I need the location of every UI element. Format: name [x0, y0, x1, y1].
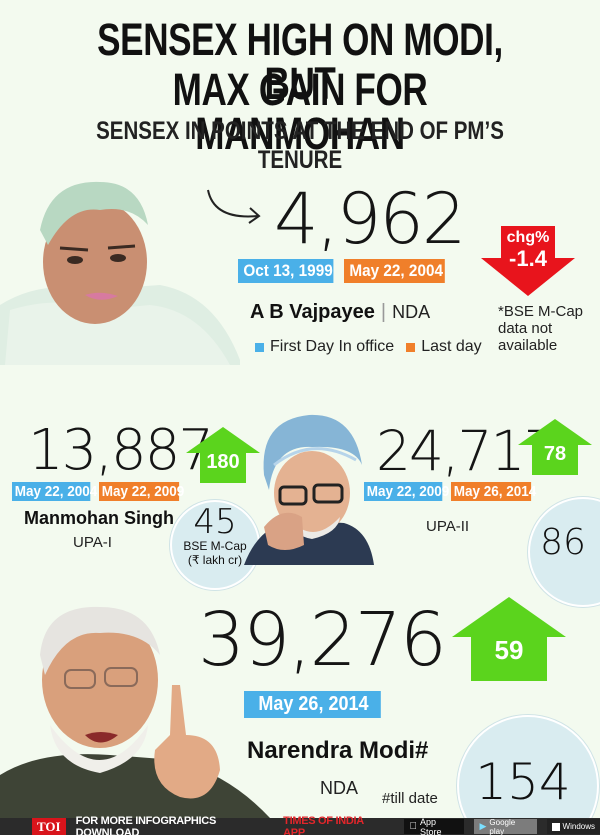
mcap-label: BSE M-Cap: [183, 539, 247, 553]
sensex-value-upa1: 13,887: [28, 418, 214, 483]
party-label: NDA: [392, 302, 431, 322]
pm-name: A B Vajpayee: [250, 301, 375, 323]
last-day-date: May 22, 2004: [344, 259, 445, 283]
mcap-note-line-2: data not: [498, 320, 553, 337]
legend-swatch-first-day: [255, 342, 264, 352]
sensex-value-upa2: 24,717: [376, 419, 558, 483]
windows-phone-badge[interactable]: Windows: [546, 819, 600, 834]
modi-photo: [0, 585, 275, 818]
manmohan-photo: [244, 405, 374, 565]
footer-app-link[interactable]: TIMES OF INDIA APP: [283, 814, 364, 835]
sensex-value-vajpayee: 4,962: [274, 178, 466, 260]
vajpayee-photo: [0, 170, 245, 365]
pm-label-vajpayee: A B Vajpayee | NDA: [250, 301, 430, 324]
tenure-dates-vajpayee: Oct 13, 1999 May 22, 2004: [238, 259, 456, 283]
party-label-upa2: UPA-II: [426, 518, 470, 535]
windows-icon: [551, 822, 560, 831]
legend-swatch-last-day: [406, 342, 416, 352]
chg-value: 59: [494, 635, 524, 665]
first-day-date: Oct 13, 1999: [238, 259, 334, 283]
first-day-date: May 26, 2014: [244, 691, 381, 718]
app-store-badge[interactable]:  App Store: [404, 817, 465, 835]
apple-icon: : [409, 821, 417, 832]
mcap-circle-upa2: 86: [528, 497, 600, 607]
headline-line-2: MAX GAIN FOR MANMOHAN: [172, 64, 428, 159]
change-arrow-up-upa1: 180: [186, 427, 260, 483]
footer-text: FOR MORE INFOGRAPHICS DOWNLOAD: [75, 814, 217, 835]
separator: |: [380, 301, 387, 323]
sensex-value-modi: 39,276: [198, 597, 447, 683]
mcap-note-line-1: *BSE M-Cap: [498, 303, 584, 320]
headline-line-1: SENSEX HIGH ON MODI, BUT: [97, 14, 503, 109]
mcap-value: 45: [193, 502, 237, 542]
change-arrow-down: chg% -1.4: [481, 226, 575, 296]
first-day-date: May 22, 2004: [12, 482, 97, 501]
tenure-dates-upa2: May 22, 2009 May 26, 2014: [364, 482, 540, 501]
app-store-label: App Store: [415, 817, 456, 835]
party-label-modi: NDA: [320, 778, 359, 798]
legend-first-day: First Day In office: [270, 338, 395, 355]
mcap-circle-modi: 154: [457, 715, 599, 835]
till-date-note: #till date: [382, 790, 438, 807]
mcap-note: *BSE M-Cap data not available: [498, 303, 583, 354]
tenure-dates-modi: May 26, 2014: [244, 691, 396, 718]
arrow-pointer-icon: [204, 186, 264, 233]
mcap-value: 154: [475, 753, 571, 811]
google-play-label: Google play: [485, 818, 529, 835]
last-day-date: May 22, 2009: [99, 482, 184, 501]
mcap-circle-upa1: 45 BSE M-Cap (₹ lakh cr): [170, 500, 260, 590]
party-label-upa1: UPA-I: [73, 534, 112, 551]
footer-banner: TOI FOR MORE INFOGRAPHICS DOWNLOAD TIMES…: [0, 814, 600, 835]
change-arrow-up-modi: 59: [452, 597, 566, 681]
play-icon: ▶: [475, 821, 486, 831]
last-day-date: May 26, 2014: [451, 482, 536, 501]
change-arrow-up-upa2: 78: [518, 419, 592, 475]
pm-name-modi: Narendra Modi#: [247, 737, 429, 764]
mcap-note-line-3: available: [498, 337, 558, 354]
toi-logo[interactable]: TOI: [32, 818, 66, 835]
chg-value: 78: [543, 443, 567, 465]
google-play-badge[interactable]: ▶ Google play: [474, 818, 537, 835]
legend: First Day In office Last day: [255, 338, 482, 356]
chg-value: -1.4: [509, 246, 547, 271]
pm-name-manmohan: Manmohan Singh: [24, 508, 174, 528]
chg-label: chg%: [506, 229, 550, 246]
mcap-value: 86: [540, 522, 586, 563]
first-day-date: May 22, 2009: [364, 482, 449, 501]
subtitle: SENSEX IN POINTS AT THE END OF PM’S TENU…: [96, 117, 504, 174]
mcap-unit: (₹ lakh cr): [187, 553, 243, 567]
chg-value: 180: [206, 451, 240, 473]
legend-last-day: Last day: [421, 338, 482, 355]
windows-phone-label: Windows: [559, 822, 595, 831]
tenure-dates-upa1: May 22, 2004 May 22, 2009: [12, 482, 188, 501]
